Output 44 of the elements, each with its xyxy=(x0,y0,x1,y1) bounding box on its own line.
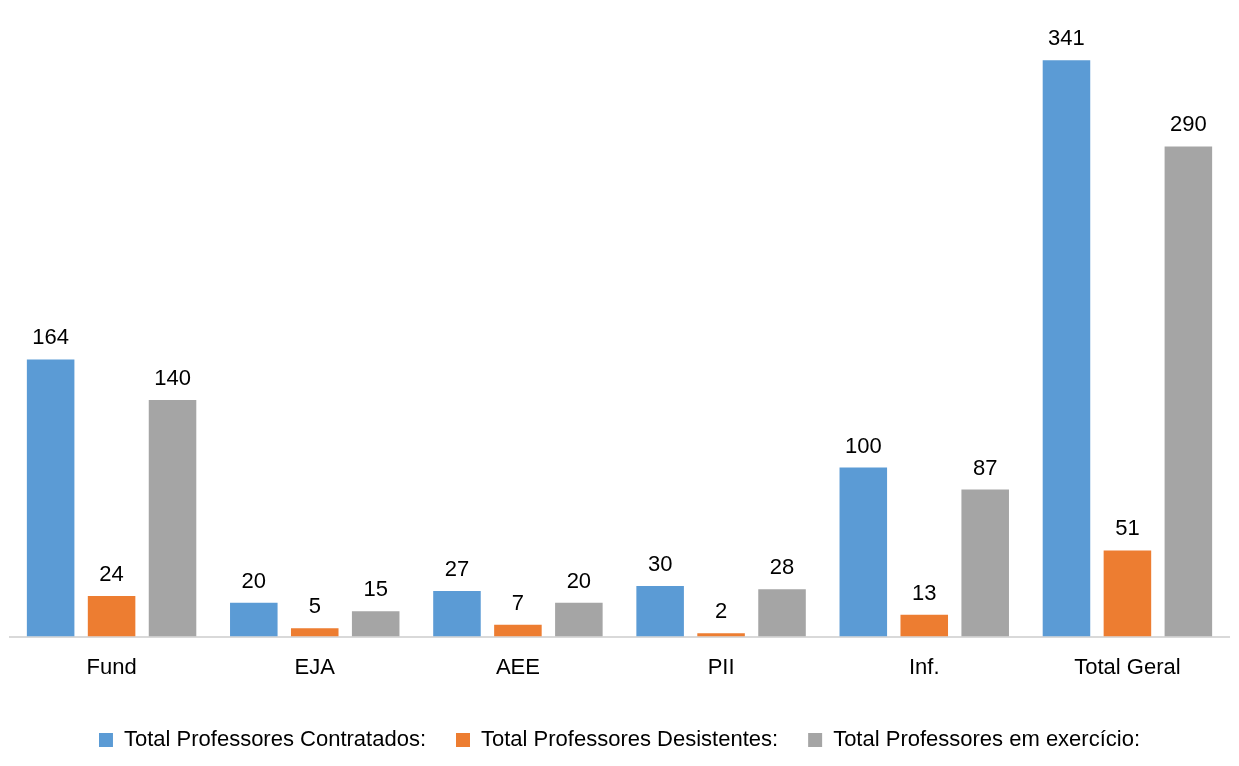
x-tick-label: Inf. xyxy=(908,653,940,679)
data-label: 20 xyxy=(566,567,592,593)
x-tick-label: Fund xyxy=(86,653,137,679)
legend-label: Total Professores Contratados: xyxy=(123,726,427,752)
data-label: 27 xyxy=(444,556,470,582)
data-label: 13 xyxy=(912,579,937,605)
x-tick-label: AEE xyxy=(495,653,540,679)
bar xyxy=(87,596,136,637)
data-label: 51 xyxy=(1115,515,1140,541)
data-label: 7 xyxy=(511,589,525,615)
bar xyxy=(961,489,1009,637)
data-label: 290 xyxy=(1170,111,1207,137)
data-label: 87 xyxy=(972,454,998,480)
data-label: 5 xyxy=(308,593,321,619)
bar xyxy=(1164,146,1213,637)
data-label: 140 xyxy=(154,365,191,391)
bar xyxy=(290,628,339,637)
bar xyxy=(1103,550,1152,637)
data-label: 2 xyxy=(714,598,728,624)
bar xyxy=(230,602,278,637)
data-label: 15 xyxy=(363,576,388,602)
bar xyxy=(26,359,75,637)
bar xyxy=(555,602,603,637)
bar xyxy=(758,589,806,637)
bar xyxy=(494,624,542,637)
legend-label: Total Professores em exercício: xyxy=(833,726,1141,752)
x-tick-label: Total Geral xyxy=(1074,653,1181,679)
bar xyxy=(839,467,888,637)
x-tick-label: EJA xyxy=(294,653,336,679)
bar xyxy=(351,611,400,637)
bar xyxy=(148,399,197,637)
data-label: 20 xyxy=(241,567,267,593)
data-label: 341 xyxy=(1048,25,1085,51)
legend-label: Total Professores Desistentes: xyxy=(481,726,779,752)
x-tick-label: PII xyxy=(707,653,735,679)
bar xyxy=(900,614,949,637)
data-label: 164 xyxy=(32,324,69,350)
data-label: 28 xyxy=(769,554,795,580)
data-label: 24 xyxy=(99,561,124,587)
bar xyxy=(1042,60,1091,637)
bar xyxy=(433,590,481,637)
bar xyxy=(636,585,684,637)
data-label: 100 xyxy=(844,432,882,458)
data-label: 30 xyxy=(647,550,673,576)
